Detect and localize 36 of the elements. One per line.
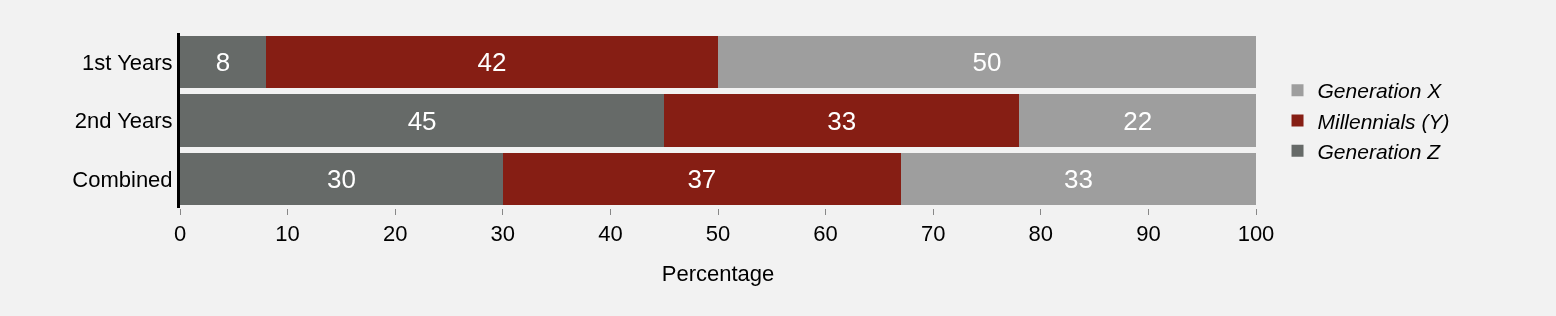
x-tick-label: 70 [920, 221, 946, 247]
x-tick-label: 80 [1028, 221, 1054, 247]
y-tick-label: 1st Years [82, 49, 173, 75]
data-label: 22 [1123, 105, 1153, 136]
data-label: 50 [972, 47, 1002, 78]
bar [502, 152, 901, 206]
y-tick-label: 2nd Years [74, 108, 173, 134]
x-tick-label: 30 [490, 221, 516, 247]
data-label: 33 [1064, 163, 1093, 194]
data-label: 37 [687, 163, 717, 194]
bar [718, 35, 1256, 89]
bar [266, 35, 718, 89]
bar [180, 152, 503, 206]
x-tick-label: 40 [598, 221, 623, 247]
x-tick-label: 20 [382, 221, 408, 247]
data-label: 30 [326, 163, 356, 194]
legend-label: Generation X [1317, 79, 1443, 103]
bar [664, 94, 1020, 147]
bar [1019, 94, 1256, 147]
data-label: 33 [827, 105, 857, 136]
bar [180, 94, 665, 147]
y-tick-label: Combined [72, 166, 173, 192]
x-tick-label: 100 [1237, 221, 1275, 247]
data-label: 42 [477, 47, 507, 78]
x-tick-label: 90 [1136, 221, 1161, 247]
x-tick-label: 60 [813, 221, 838, 247]
data-label: 8 [215, 47, 231, 78]
data-label: 45 [407, 105, 437, 136]
x-tick-label: 10 [275, 221, 300, 247]
x-axis-title: Percentage [661, 261, 775, 287]
bar [180, 35, 267, 89]
x-tick-label: 0 [173, 221, 187, 247]
legend-label: Millennials (Y) [1317, 109, 1450, 133]
legend-label: Generation Z [1317, 139, 1442, 163]
bar [900, 152, 1256, 206]
x-tick-label: 50 [705, 221, 731, 247]
